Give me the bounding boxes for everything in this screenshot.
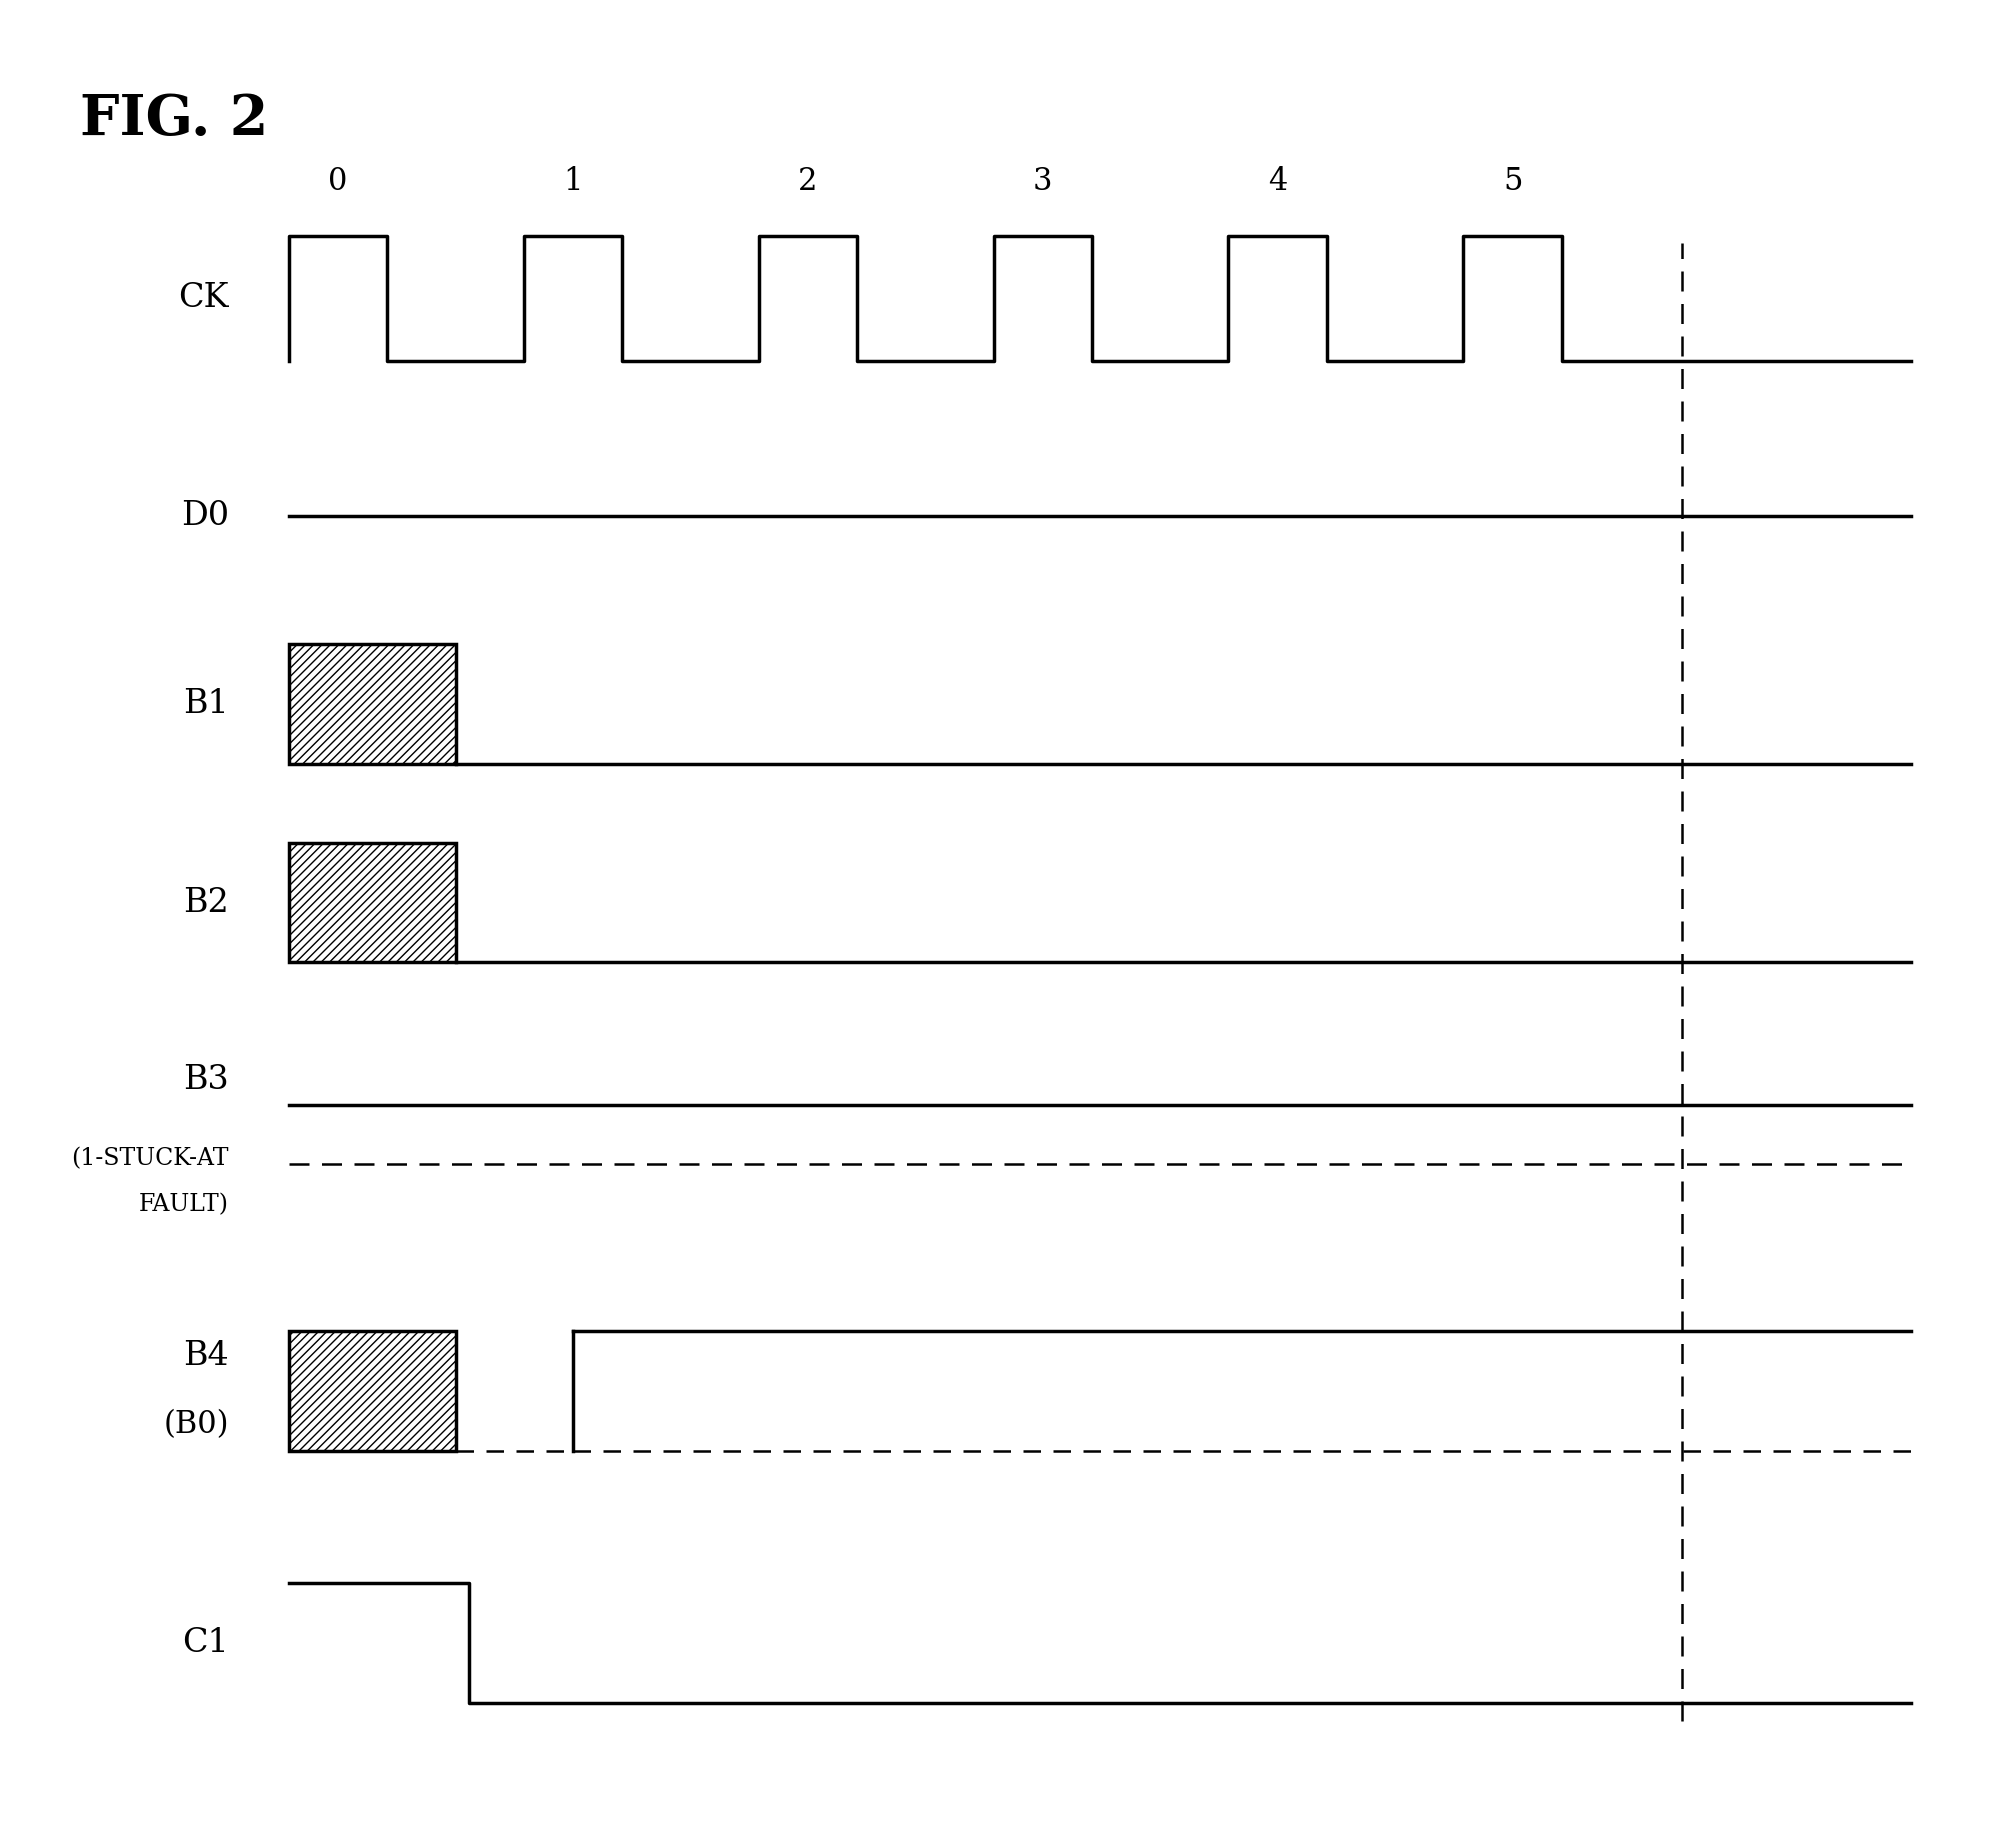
Bar xyxy=(289,1330,456,1451)
Text: B3: B3 xyxy=(183,1065,229,1096)
Text: C1: C1 xyxy=(183,1626,229,1660)
Text: B1: B1 xyxy=(183,687,229,720)
Text: B4: B4 xyxy=(183,1341,229,1372)
Text: 5: 5 xyxy=(1503,166,1523,197)
Text: FIG. 2: FIG. 2 xyxy=(80,92,269,147)
Text: (B0): (B0) xyxy=(163,1409,229,1440)
Text: B2: B2 xyxy=(183,886,229,919)
Text: D0: D0 xyxy=(181,499,229,532)
Text: CK: CK xyxy=(179,282,229,315)
Text: 3: 3 xyxy=(1033,166,1053,197)
Text: 4: 4 xyxy=(1268,166,1288,197)
Text: FAULT): FAULT) xyxy=(139,1194,229,1216)
Bar xyxy=(289,643,456,763)
Text: 0: 0 xyxy=(329,166,348,197)
Text: (1-STUCK-AT: (1-STUCK-AT xyxy=(72,1148,229,1170)
Text: 2: 2 xyxy=(798,166,818,197)
Text: 1: 1 xyxy=(563,166,583,197)
Bar xyxy=(289,844,456,962)
